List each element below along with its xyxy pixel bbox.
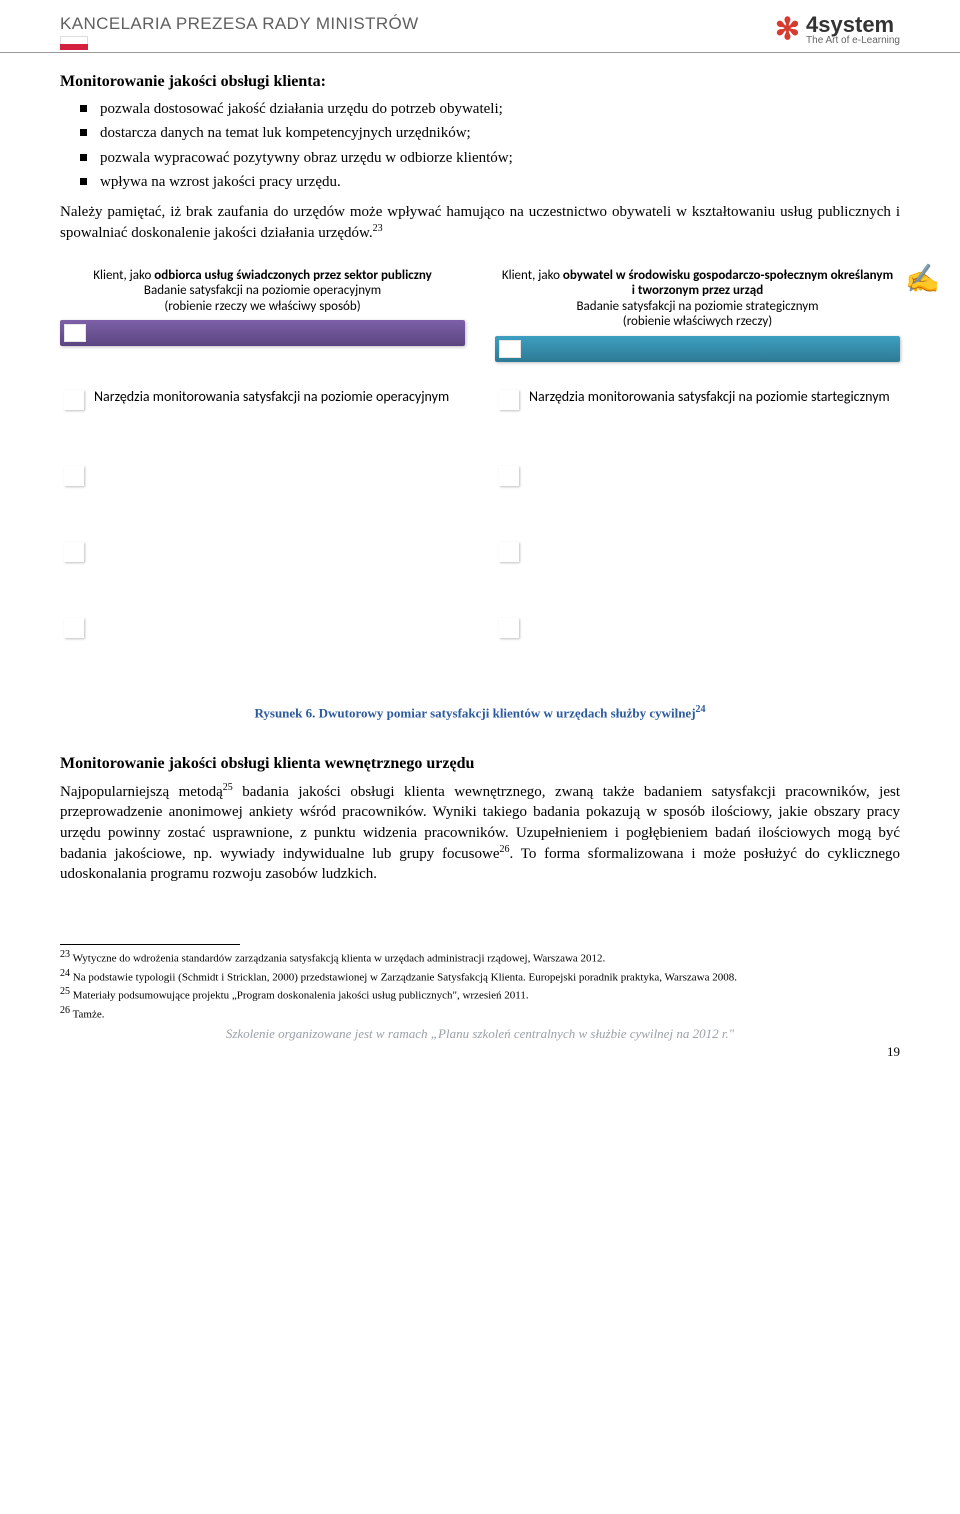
hand-writing-icon: ✍ <box>905 262 940 296</box>
vendor-logo: ✻ 4system The Art of e-Learning <box>775 14 900 46</box>
footnote-25: 25 Materiały podsumowujące projektu „Pro… <box>60 986 900 1003</box>
left-card-line2: Badanie satysfakcji na poziomie operacyj… <box>144 283 381 298</box>
footnote-ref-23: 23 <box>373 223 383 234</box>
bar-inner-box <box>499 340 521 358</box>
tool-box-icon <box>64 466 84 486</box>
tool-col <box>495 532 900 598</box>
page-body: Monitorowanie jakości obsługi klienta: p… <box>0 73 960 1080</box>
right-card: Klient, jako obywatel w środowisku gospo… <box>495 268 900 362</box>
footnote-ref-24: 24 <box>696 704 706 715</box>
tool-col <box>60 456 465 522</box>
tool-item: Narzędzia monitorowania satysfakcji na p… <box>64 388 465 410</box>
footnote-26: 26 Tamże. <box>60 1005 900 1022</box>
bullet-list: pozwala dostosować jakość działania urzę… <box>60 99 900 192</box>
vendor-icon: ✻ <box>775 15 800 45</box>
tool-col <box>60 532 465 598</box>
paragraph-1: Należy pamiętać, iż brak zaufania do urz… <box>60 202 900 244</box>
footer-line: Szkolenie organizowane jest w ramach „Pl… <box>60 1026 900 1042</box>
list-item: wpływa na wzrost jakości pracy urzędu. <box>100 172 900 192</box>
right-card-line1: Klient, jako <box>502 268 563 283</box>
tool-col <box>495 456 900 522</box>
tool-left-label: Narzędzia monitorowania satysfakcji na p… <box>94 388 449 405</box>
vendor-tagline: The Art of e-Learning <box>806 36 900 46</box>
para2-a: Najpopularniejszą metodą <box>60 784 223 800</box>
footnote-24-text: Na podstawie typologii (Schmidt i Strick… <box>73 972 737 984</box>
tool-row-empty <box>60 608 900 674</box>
left-card: Klient, jako odbiorca usług świadczonych… <box>60 268 465 347</box>
footnote-25-text: Materiały podsumowujące projektu „Progra… <box>73 990 529 1002</box>
tool-item-empty <box>64 464 465 486</box>
tool-row-empty <box>60 456 900 522</box>
tool-box-icon <box>499 390 519 410</box>
tool-item-empty <box>499 464 900 486</box>
list-item: pozwala dostosować jakość działania urzę… <box>100 99 900 119</box>
footnote-24: 24 Na podstawie typologii (Schmidt i Str… <box>60 968 900 985</box>
left-card-line1: Klient, jako <box>93 268 154 283</box>
footnote-ref-25: 25 <box>223 782 233 793</box>
page-header: KANCELARIA PREZESA RADY MINISTRÓW ✻ 4sys… <box>0 0 960 53</box>
list-item: pozwala wypracować pozytywny obraz urzęd… <box>100 148 900 168</box>
tool-right-label: Narzędzia monitorowania satysfakcji na p… <box>529 388 890 405</box>
left-card-bold: odbiorca usług świadczonych przez sektor… <box>154 268 432 283</box>
tool-item-empty <box>64 540 465 562</box>
left-card-text: Klient, jako odbiorca usług świadczonych… <box>60 268 465 321</box>
section-title-1: Monitorowanie jakości obsługi klienta: <box>60 73 900 91</box>
tool-col <box>495 608 900 674</box>
list-item: dostarcza danych na temat luk kompetency… <box>100 123 900 143</box>
tool-col-right: Narzędzia monitorowania satysfakcji na p… <box>495 380 900 446</box>
tool-item-empty <box>499 616 900 638</box>
page-number: 19 <box>60 1044 900 1060</box>
footnote-separator <box>60 944 240 945</box>
footnote-ref-26: 26 <box>499 844 509 855</box>
bar-inner-box <box>64 324 86 342</box>
tool-item: Narzędzia monitorowania satysfakcji na p… <box>499 388 900 410</box>
tool-box-icon <box>499 542 519 562</box>
tool-col-left: Narzędzia monitorowania satysfakcji na p… <box>60 380 465 446</box>
footnotes: 23 Wytyczne do wdrożenia standardów zarz… <box>60 949 900 1022</box>
tool-item-empty <box>499 540 900 562</box>
vendor-name: 4system <box>806 14 900 36</box>
right-card-bar <box>495 336 900 362</box>
right-card-line2: Badanie satysfakcji na poziomie strategi… <box>576 299 818 314</box>
tool-row-empty <box>60 532 900 598</box>
left-card-line3: (robienie rzeczy we właściwy sposób) <box>164 299 360 314</box>
flag-icon <box>60 36 88 50</box>
tool-col <box>60 608 465 674</box>
footnote-26-text: Tamże. <box>73 1008 105 1020</box>
left-card-bar <box>60 320 465 346</box>
tool-row-labeled: Narzędzia monitorowania satysfakcji na p… <box>60 380 900 446</box>
footnote-23-text: Wytyczne do wdrożenia standardów zarządz… <box>73 953 606 965</box>
org-name: KANCELARIA PREZESA RADY MINISTRÓW <box>60 14 419 34</box>
paragraph-2: Najpopularniejszą metodą25 badania jakoś… <box>60 781 900 884</box>
footnote-23: 23 Wytyczne do wdrożenia standardów zarz… <box>60 949 900 966</box>
empty-tool-rows <box>60 456 900 674</box>
right-card-line3: (robienie właściwych rzeczy) <box>623 314 772 329</box>
right-card-bold: obywatel w środowisku gospodarczo-społec… <box>563 268 893 299</box>
org-name-text: KANCELARIA PREZESA RADY MINISTRÓW <box>60 14 419 33</box>
right-card-text: Klient, jako obywatel w środowisku gospo… <box>495 268 900 336</box>
tool-box-icon <box>64 542 84 562</box>
diagram-top-row: Klient, jako odbiorca usług świadczonych… <box>60 268 900 362</box>
tool-box-icon <box>499 466 519 486</box>
vendor-logo-text: 4system The Art of e-Learning <box>806 14 900 46</box>
figure-caption: Rysunek 6. Dwutorowy pomiar satysfakcji … <box>60 704 900 721</box>
tool-item-empty <box>64 616 465 638</box>
diagram: ✍ Klient, jako odbiorca usług świadczony… <box>60 268 900 674</box>
tool-box-icon <box>64 390 84 410</box>
para1-text: Należy pamiętać, iż brak zaufania do urz… <box>60 204 900 241</box>
tool-box-icon <box>499 618 519 638</box>
section-title-2: Monitorowanie jakości obsługi klienta we… <box>60 755 900 773</box>
tool-box-icon <box>64 618 84 638</box>
caption-text: Rysunek 6. Dwutorowy pomiar satysfakcji … <box>254 705 695 720</box>
